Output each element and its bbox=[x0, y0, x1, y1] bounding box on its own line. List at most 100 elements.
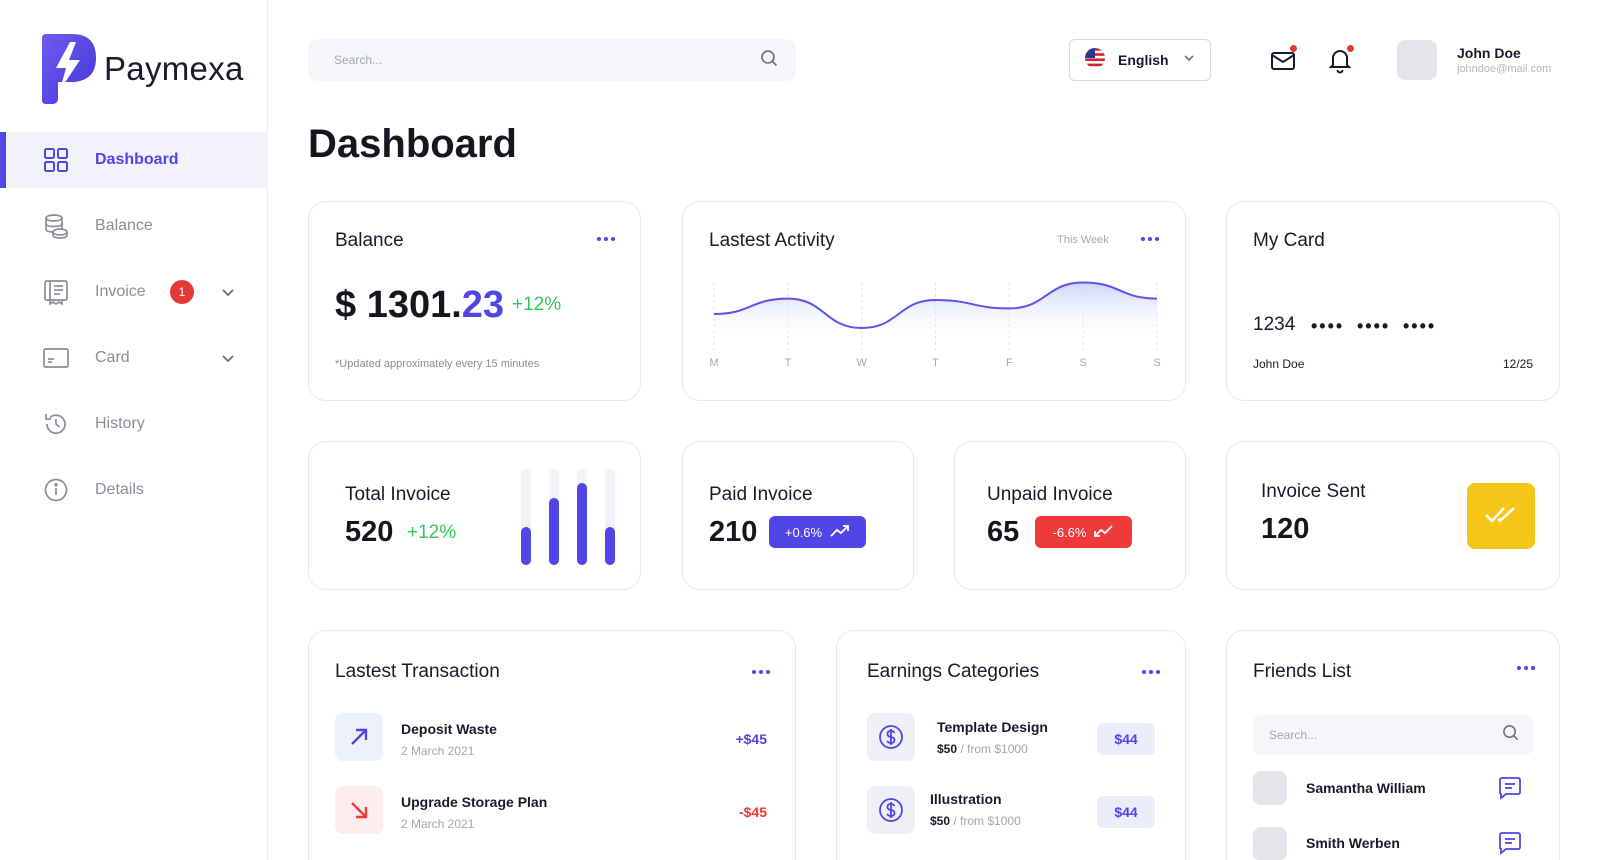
card-title: Balance bbox=[335, 230, 404, 251]
activity-line bbox=[713, 281, 1158, 330]
stat-value: 520 bbox=[345, 516, 394, 548]
double-check-icon bbox=[1484, 504, 1518, 529]
dollar-circle-icon bbox=[867, 713, 915, 761]
friends-search-input[interactable] bbox=[1269, 728, 1502, 742]
category-amount: $50 / from $1000 bbox=[937, 742, 1028, 756]
search-icon[interactable] bbox=[1502, 724, 1519, 746]
sidebar-item-label: Invoice bbox=[95, 283, 146, 300]
global-search bbox=[308, 39, 796, 81]
stat-label: Total Invoice bbox=[345, 484, 451, 505]
transaction-amount: +$45 bbox=[735, 731, 767, 747]
bar-track bbox=[549, 469, 559, 565]
page-title: Dashboard bbox=[308, 122, 517, 166]
notification-badge: 1 bbox=[170, 280, 194, 304]
app-logo[interactable]: Paymexa bbox=[40, 32, 244, 106]
paid-invoice-card: Paid Invoice 210 +0.6% bbox=[682, 441, 914, 590]
more-options-icon[interactable] bbox=[752, 670, 772, 676]
bell-notification-dot bbox=[1347, 45, 1354, 52]
sidebar-item-label: Balance bbox=[95, 217, 153, 234]
chevron-down-icon[interactable] bbox=[220, 284, 236, 300]
sidebar-item-label: Details bbox=[95, 481, 144, 498]
earned-amount: $50 bbox=[930, 814, 951, 828]
mail-icon[interactable] bbox=[1269, 46, 1297, 74]
card-title: Lastest Activity bbox=[709, 230, 835, 251]
search-input[interactable] bbox=[334, 53, 760, 67]
earned-amount: $50 bbox=[937, 742, 958, 756]
message-icon[interactable] bbox=[1497, 830, 1523, 856]
mail-notification-dot bbox=[1290, 45, 1297, 52]
transaction-date: 2 March 2021 bbox=[401, 817, 475, 831]
chevron-down-icon[interactable] bbox=[220, 350, 236, 366]
invoice-bar bbox=[521, 526, 531, 565]
bar-track bbox=[605, 469, 615, 565]
sidebar-item-invoice[interactable]: Invoice 1 bbox=[0, 264, 268, 320]
friend-name: Samantha William bbox=[1306, 780, 1426, 796]
card-expiry: 12/25 bbox=[1502, 357, 1533, 371]
avatar[interactable] bbox=[1397, 40, 1437, 80]
activity-card: Lastest Activity This Week M T W T F S S bbox=[682, 201, 1186, 401]
paid-change-pill: +0.6% bbox=[769, 516, 866, 548]
stat-label: Invoice Sent bbox=[1261, 481, 1366, 502]
target-amount: / from $1000 bbox=[953, 814, 1021, 828]
more-options-icon[interactable] bbox=[1142, 670, 1162, 676]
sidebar-item-details[interactable]: Details bbox=[0, 462, 268, 518]
card-masked-group: •••• bbox=[1357, 316, 1391, 336]
category-amount: $50 / from $1000 bbox=[930, 814, 1021, 828]
us-flag-icon bbox=[1084, 47, 1106, 74]
stat-value: 120 bbox=[1261, 513, 1310, 545]
target-amount: / from $1000 bbox=[960, 742, 1028, 756]
balance-note: *Updated approximately every 15 minutes bbox=[335, 358, 540, 370]
unpaid-change-pill: -6.6% bbox=[1035, 516, 1132, 548]
card-title: Lastest Transaction bbox=[335, 661, 500, 682]
x-tick-label: F bbox=[1006, 357, 1013, 369]
bell-icon[interactable] bbox=[1326, 46, 1354, 74]
friend-name: Smith Werben bbox=[1306, 835, 1400, 851]
friends-search bbox=[1253, 715, 1533, 755]
card-holder: John Doe bbox=[1253, 357, 1305, 371]
x-tick-label: S bbox=[1079, 357, 1086, 369]
arrow-up-right-icon bbox=[335, 713, 383, 761]
category-name: Template Design bbox=[937, 719, 1048, 735]
more-options-icon[interactable] bbox=[1141, 237, 1161, 243]
stat-change: +12% bbox=[407, 522, 457, 543]
more-options-icon[interactable] bbox=[1517, 666, 1537, 672]
transaction-amount: -$45 bbox=[738, 804, 767, 820]
pill-label: -6.6% bbox=[1052, 524, 1087, 540]
sidebar-item-history[interactable]: History bbox=[0, 396, 268, 452]
stat-value: 210 bbox=[709, 516, 758, 548]
category-tag: $44 bbox=[1097, 723, 1155, 755]
message-icon[interactable] bbox=[1497, 775, 1523, 801]
language-label: English bbox=[1118, 52, 1169, 68]
lightning-logo-icon bbox=[42, 34, 96, 104]
user-name: John Doe bbox=[1457, 45, 1521, 61]
balance-cents: 23 bbox=[461, 284, 505, 326]
trend-up-icon bbox=[830, 524, 850, 541]
category-tag: $44 bbox=[1097, 796, 1155, 828]
card-title: Earnings Categories bbox=[867, 661, 1040, 682]
stat-label: Unpaid Invoice bbox=[987, 484, 1113, 505]
sidebar-item-balance[interactable]: Balance bbox=[0, 198, 268, 254]
grid-icon bbox=[42, 146, 70, 174]
period-selector[interactable]: This Week bbox=[1057, 234, 1109, 246]
card-masked-group: •••• bbox=[1403, 316, 1437, 336]
sidebar-item-label: History bbox=[95, 415, 145, 432]
sidebar-item-label: Card bbox=[95, 349, 130, 366]
app-name: Paymexa bbox=[104, 50, 244, 87]
card-title: Friends List bbox=[1253, 661, 1352, 682]
sidebar-item-dashboard[interactable]: Dashboard bbox=[0, 132, 268, 188]
earnings-card: Earnings Categories Template Design $50 … bbox=[836, 630, 1186, 860]
more-options-icon[interactable] bbox=[597, 237, 617, 243]
trend-down-icon bbox=[1094, 524, 1114, 541]
transaction-name: Deposit Waste bbox=[401, 721, 497, 737]
search-icon[interactable] bbox=[760, 49, 778, 72]
language-select[interactable]: English bbox=[1069, 39, 1211, 81]
invoice-sent-card: Invoice Sent 120 bbox=[1226, 441, 1560, 590]
sidebar: Paymexa Dashboard Balance Invoice 1 Card bbox=[0, 0, 268, 860]
sidebar-item-card[interactable]: Card bbox=[0, 330, 268, 386]
avatar bbox=[1253, 771, 1287, 805]
receipt-icon bbox=[42, 278, 70, 306]
my-card: My Card 1234 •••• •••• •••• John Doe 12/… bbox=[1226, 201, 1560, 401]
sent-badge bbox=[1467, 483, 1535, 549]
transactions-card: Lastest Transaction Deposit Waste 2 Marc… bbox=[308, 630, 796, 860]
